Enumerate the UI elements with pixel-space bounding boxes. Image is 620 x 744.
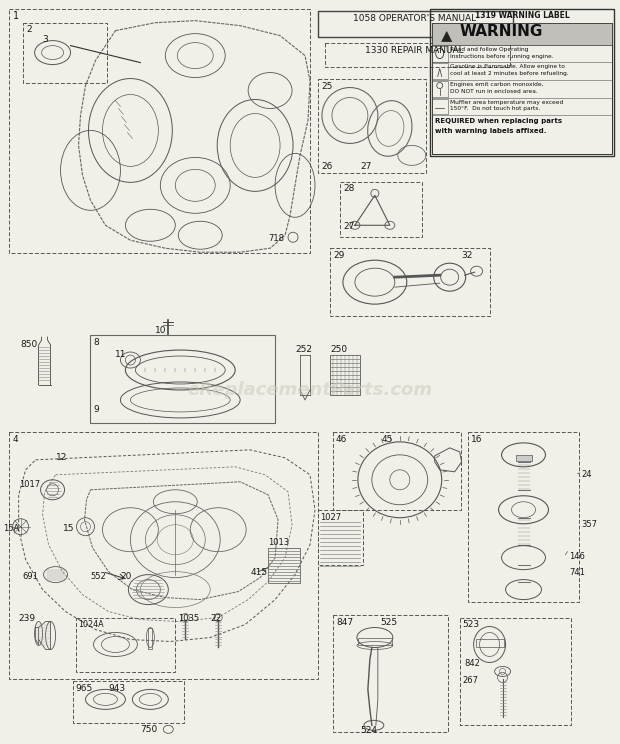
Text: WARNING: WARNING (459, 24, 543, 39)
Text: 1035: 1035 (179, 614, 200, 623)
Text: 27: 27 (360, 162, 371, 171)
Text: 524: 524 (360, 726, 377, 735)
Text: 3: 3 (43, 35, 48, 44)
Text: Instructions before running engine.: Instructions before running engine. (450, 54, 553, 59)
Text: cool at least 2 minutes before refueling.: cool at least 2 minutes before refueling… (450, 71, 569, 76)
Polygon shape (516, 455, 531, 461)
Text: 750: 750 (140, 725, 157, 734)
Text: 239: 239 (19, 614, 36, 623)
Text: Read and follow Operating: Read and follow Operating (450, 47, 528, 51)
Text: 842: 842 (464, 659, 480, 668)
Text: DO NOT run in enclosed area.: DO NOT run in enclosed area. (450, 89, 538, 94)
Text: 15: 15 (63, 524, 74, 533)
Text: 22: 22 (210, 614, 221, 623)
Text: 46: 46 (336, 435, 347, 444)
Text: 267: 267 (463, 676, 479, 685)
Text: Engines emit carbon monoxide,: Engines emit carbon monoxide, (450, 82, 543, 86)
Text: 250: 250 (330, 345, 347, 354)
Text: 15A: 15A (2, 524, 19, 533)
Text: 718: 718 (268, 234, 284, 243)
Text: 45: 45 (382, 435, 393, 444)
Text: 525: 525 (380, 618, 397, 626)
Text: 10: 10 (156, 326, 167, 335)
Text: 20: 20 (120, 571, 132, 580)
Text: 11: 11 (115, 350, 127, 359)
Text: 150°F.  Do not touch hot parts.: 150°F. Do not touch hot parts. (450, 106, 540, 112)
Text: 24: 24 (582, 469, 592, 479)
Text: 8: 8 (94, 338, 99, 347)
Text: 1319 WARNING LABEL: 1319 WARNING LABEL (475, 10, 569, 19)
Polygon shape (441, 32, 452, 42)
Text: 26: 26 (321, 162, 332, 171)
Text: 1058 OPERATOR'S MANUAL: 1058 OPERATOR'S MANUAL (353, 13, 476, 22)
Text: 850: 850 (20, 340, 38, 349)
Text: eReplacementParts.com: eReplacementParts.com (187, 381, 433, 399)
Polygon shape (432, 22, 613, 45)
Text: 847: 847 (336, 618, 353, 626)
Text: 741: 741 (569, 568, 585, 577)
Text: Gasoline is flammable. Allow engine to: Gasoline is flammable. Allow engine to (450, 63, 565, 68)
Text: 25: 25 (321, 82, 332, 91)
Text: with warning labels affixed.: with warning labels affixed. (435, 129, 546, 135)
Text: 32: 32 (462, 251, 473, 260)
Text: 943: 943 (108, 684, 126, 693)
Text: 552: 552 (91, 571, 106, 580)
Text: 4: 4 (12, 435, 19, 444)
Text: 523: 523 (463, 620, 480, 629)
Text: 691: 691 (23, 571, 38, 580)
Text: 1330 REPAIR MANUAL: 1330 REPAIR MANUAL (365, 45, 464, 54)
Text: 252: 252 (295, 345, 312, 354)
Text: 357: 357 (582, 520, 598, 529)
Text: 9: 9 (94, 405, 99, 414)
Text: 146: 146 (569, 551, 585, 561)
Text: 2: 2 (27, 25, 32, 33)
Text: 415: 415 (250, 568, 267, 577)
Text: 27: 27 (343, 222, 354, 231)
Text: 1013: 1013 (268, 538, 289, 547)
Text: 1027: 1027 (320, 513, 341, 522)
Text: 1017: 1017 (19, 480, 40, 489)
Text: Muffler area temperature may exceed: Muffler area temperature may exceed (450, 100, 563, 104)
Text: 29: 29 (333, 251, 344, 260)
Text: 1: 1 (12, 10, 19, 21)
Text: 28: 28 (343, 185, 354, 193)
Text: 965: 965 (76, 684, 93, 693)
Text: 12: 12 (56, 453, 67, 462)
Text: 1024A: 1024A (79, 620, 104, 629)
Text: 16: 16 (471, 435, 482, 444)
Text: REQUIRED when replacing parts: REQUIRED when replacing parts (435, 118, 562, 124)
